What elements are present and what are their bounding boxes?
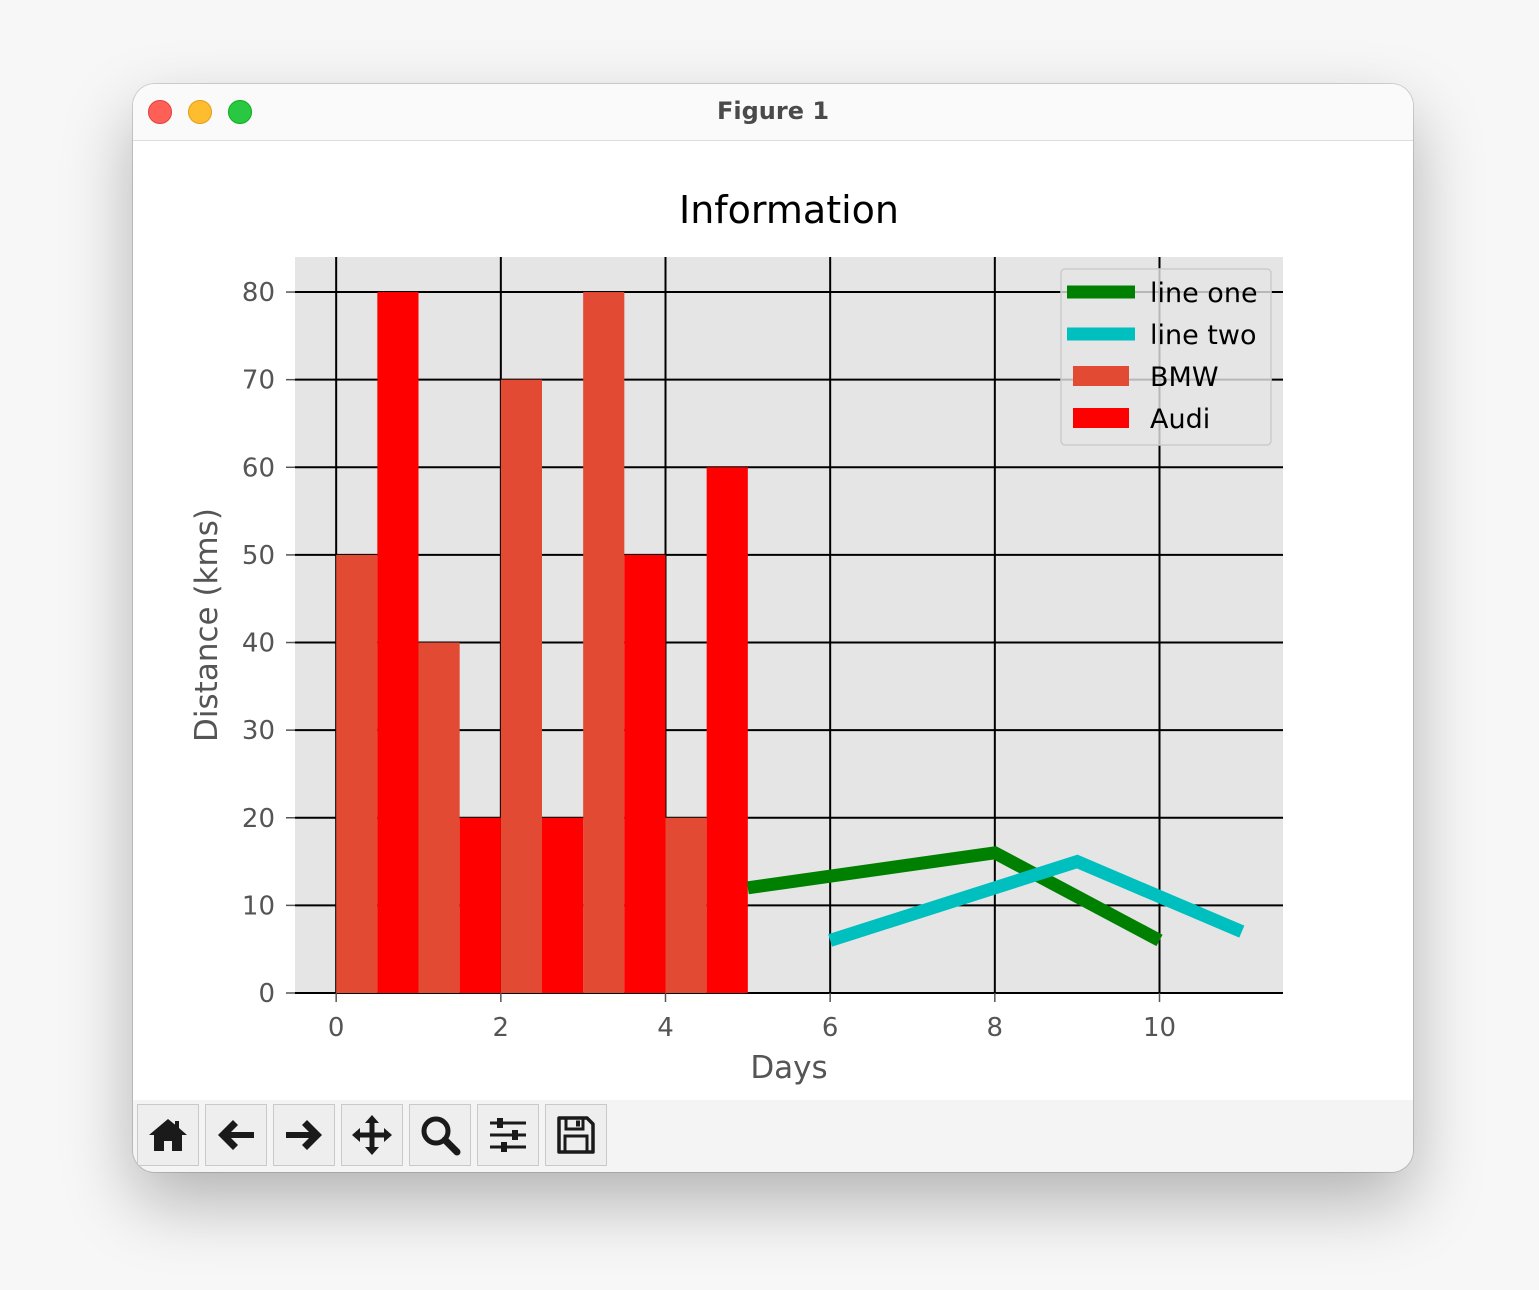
bar-bmw xyxy=(336,554,378,993)
close-window-button[interactable] xyxy=(148,100,172,124)
x-tick-label: 0 xyxy=(328,1013,345,1043)
axes-layer: 0 2 4 6 8 10 0 10 20 30 40 50 60 70 80 xyxy=(242,278,1176,1043)
lines-layer xyxy=(746,846,1245,947)
legend-box xyxy=(1060,268,1272,446)
chart: Information 0 2 4 6 8 10 0 10 20 30 40 50 60 70 80 Day… xyxy=(189,188,1283,1086)
bar-audi xyxy=(377,292,419,993)
legend-label-bmw: BMW xyxy=(1150,362,1219,393)
bar-audi xyxy=(706,467,748,993)
configure-subplots-button[interactable] xyxy=(477,1104,539,1166)
legend: line one line two BMW Audi xyxy=(1060,268,1272,446)
magnifier-icon xyxy=(421,1116,461,1156)
legend-label-audi: Audi xyxy=(1150,404,1210,435)
x-tick-label: 2 xyxy=(493,1013,510,1043)
floppy-disk-icon xyxy=(557,1116,595,1154)
y-tick-label: 20 xyxy=(242,804,275,834)
figure-canvas[interactable]: Information 0 2 4 6 8 10 0 10 20 30 40 50 60 70 80 Day… xyxy=(133,141,1413,1099)
series-line-line-one xyxy=(746,846,1163,947)
x-axis-label: Days xyxy=(750,1050,827,1086)
arrow-right-icon xyxy=(286,1120,322,1150)
bar-bmw xyxy=(500,379,542,993)
title-bar: Figure 1 xyxy=(133,84,1413,141)
legend-label-line-one: line one xyxy=(1150,278,1258,309)
bar-bmw xyxy=(418,642,460,993)
pan-button[interactable] xyxy=(341,1104,403,1166)
navigation-toolbar xyxy=(133,1100,1413,1172)
y-tick-label: 40 xyxy=(242,629,275,659)
x-tick-label: 4 xyxy=(657,1013,674,1043)
arrow-left-icon xyxy=(218,1120,254,1150)
zoom-window-button[interactable] xyxy=(228,100,252,124)
legend-label-line-two: line two xyxy=(1150,320,1257,351)
x-tick-label: 6 xyxy=(822,1013,839,1043)
y-tick-label: 10 xyxy=(242,891,275,921)
y-tick-label: 30 xyxy=(242,716,275,746)
chart-title: Information xyxy=(679,188,899,232)
legend-swatch-bmw xyxy=(1073,366,1129,386)
figure-window: Figure 1 Information 0 2 4 6 8 10 0 10 20 30 40 50 6… xyxy=(133,84,1413,1172)
x-tick-label: 8 xyxy=(987,1013,1004,1043)
home-button[interactable] xyxy=(137,1104,199,1166)
move-icon xyxy=(352,1115,392,1155)
x-tick-label: 10 xyxy=(1143,1013,1176,1043)
bar-bmw xyxy=(665,817,707,993)
bar-audi xyxy=(624,554,666,993)
home-icon xyxy=(149,1119,187,1151)
legend-swatch-audi xyxy=(1073,408,1129,428)
y-tick-label: 0 xyxy=(258,979,275,1009)
y-tick-label: 50 xyxy=(242,541,275,571)
bar-audi xyxy=(542,817,584,993)
series-line-line-two xyxy=(828,854,1245,947)
bars-layer xyxy=(336,292,748,993)
sliders-icon xyxy=(490,1118,526,1152)
y-tick-label: 60 xyxy=(242,453,275,483)
minimize-window-button[interactable] xyxy=(188,100,212,124)
y-tick-label: 80 xyxy=(242,278,275,308)
forward-button[interactable] xyxy=(273,1104,335,1166)
bar-bmw xyxy=(583,292,625,993)
window-title: Figure 1 xyxy=(716,97,830,125)
save-button[interactable] xyxy=(545,1104,607,1166)
y-tick-label: 70 xyxy=(242,366,275,396)
y-axis-label: Distance (kms) xyxy=(189,508,225,742)
zoom-button[interactable] xyxy=(409,1104,471,1166)
back-button[interactable] xyxy=(205,1104,267,1166)
bar-audi xyxy=(459,817,501,993)
